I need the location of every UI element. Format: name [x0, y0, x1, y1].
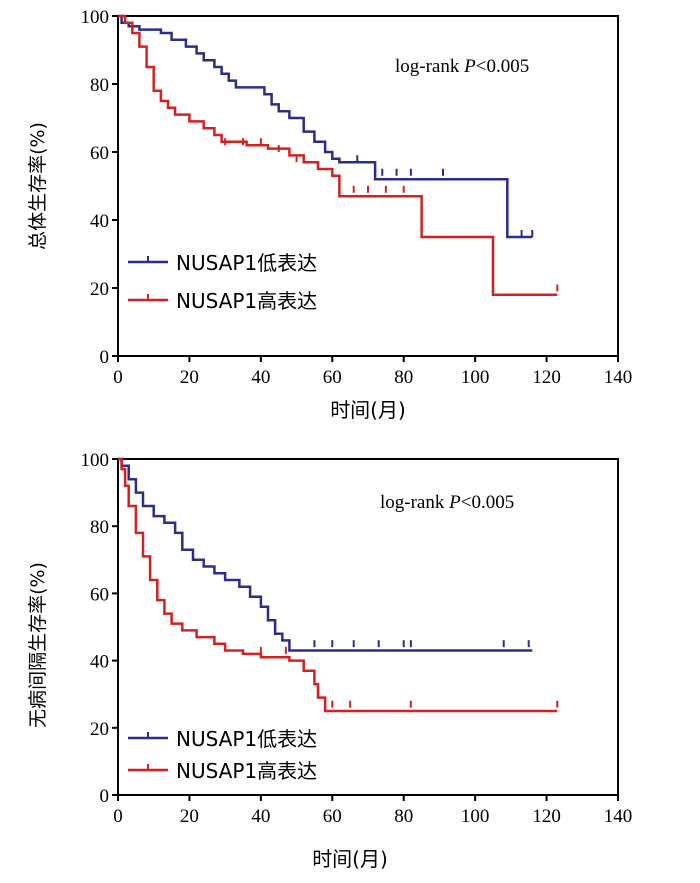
legend-label-high: NUSAP1高表达: [176, 289, 317, 313]
disease-free-survival-chart: 0 20 40 60 80 100 0 20 40 60 80 100 120 140 log-rank…: [27, 450, 632, 871]
plot-frame: [117, 458, 619, 796]
y-axis-title: 无病间隔生存率(%): [27, 562, 49, 728]
y-tick-label: 80: [90, 75, 109, 96]
plot-frame: [117, 15, 619, 357]
x-tick-label: 100: [461, 806, 490, 827]
x-tick-label: 40: [251, 367, 270, 388]
x-tick-label: 0: [113, 367, 123, 388]
x-axis-title: 时间(月): [312, 847, 388, 871]
x-tick-label: 20: [180, 806, 199, 827]
y-tick-label: 60: [90, 143, 109, 164]
y-tick-label: 0: [100, 786, 110, 807]
survival-curve-high: [118, 457, 558, 713]
legend-item-low: NUSAP1低表达: [128, 727, 317, 751]
legend-label-low: NUSAP1低表达: [176, 727, 317, 751]
y-axis-title: 总体生存率(%): [27, 122, 49, 250]
legend-item-high: NUSAP1高表达: [128, 289, 317, 313]
y-axis-ticks: 0 20 40 60 80 100: [81, 450, 118, 807]
x-axis-ticks: 0 20 40 60 80 100 120 140: [113, 356, 632, 388]
legend: NUSAP1低表达 NUSAP1高表达: [128, 251, 317, 313]
y-tick-label: 100: [81, 7, 110, 28]
y-tick-label: 60: [90, 584, 109, 605]
y-tick-label: 100: [81, 450, 110, 471]
survival-curves: [118, 14, 559, 297]
x-tick-label: 140: [604, 367, 633, 388]
x-tick-label: 0: [113, 806, 123, 827]
x-tick-label: 80: [394, 367, 413, 388]
x-axis-ticks: 0 20 40 60 80 100 120 140: [113, 795, 632, 827]
survival-curves: [118, 457, 559, 713]
y-axis-ticks: 0 20 40 60 80 100: [81, 7, 118, 368]
y-tick-label: 20: [90, 279, 109, 300]
overall-survival-chart: 0 20 40 60 80 100 0 20 40 60 80 100 120 140 log-rank…: [27, 7, 632, 422]
x-tick-label: 20: [180, 367, 199, 388]
x-tick-label: 100: [461, 367, 490, 388]
x-tick-label: 60: [323, 367, 342, 388]
y-tick-label: 20: [90, 719, 109, 740]
x-axis-title: 时间(月): [330, 398, 406, 422]
y-tick-label: 80: [90, 517, 109, 538]
legend-label-high: NUSAP1高表达: [176, 759, 317, 783]
x-tick-label: 40: [251, 806, 270, 827]
survival-curve-low: [118, 14, 533, 239]
survival-curve-high: [118, 14, 558, 297]
legend: NUSAP1低表达 NUSAP1高表达: [128, 727, 317, 783]
x-tick-label: 120: [532, 367, 561, 388]
y-tick-label: 0: [100, 347, 110, 368]
survival-curve-low: [118, 457, 533, 652]
x-tick-label: 140: [604, 806, 633, 827]
legend-label-low: NUSAP1低表达: [176, 251, 317, 275]
y-tick-label: 40: [90, 211, 109, 232]
x-tick-label: 60: [323, 806, 342, 827]
x-tick-label: 80: [394, 806, 413, 827]
legend-item-high: NUSAP1高表达: [128, 759, 317, 783]
log-rank-annotation: log-rank P<0.005: [380, 492, 514, 513]
log-rank-annotation: log-rank P<0.005: [395, 56, 529, 77]
y-tick-label: 40: [90, 652, 109, 673]
legend-item-low: NUSAP1低表达: [128, 251, 317, 275]
x-tick-label: 120: [532, 806, 561, 827]
